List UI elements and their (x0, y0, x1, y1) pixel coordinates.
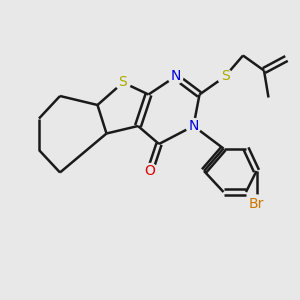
Text: Br: Br (249, 197, 264, 211)
Text: S: S (118, 76, 127, 89)
Circle shape (142, 164, 158, 178)
Text: S: S (220, 70, 230, 83)
Circle shape (168, 69, 183, 84)
Circle shape (186, 118, 201, 134)
Circle shape (116, 75, 130, 90)
Text: O: O (145, 164, 155, 178)
Text: N: N (188, 119, 199, 133)
Text: N: N (170, 70, 181, 83)
Circle shape (249, 195, 264, 210)
Circle shape (218, 69, 232, 84)
